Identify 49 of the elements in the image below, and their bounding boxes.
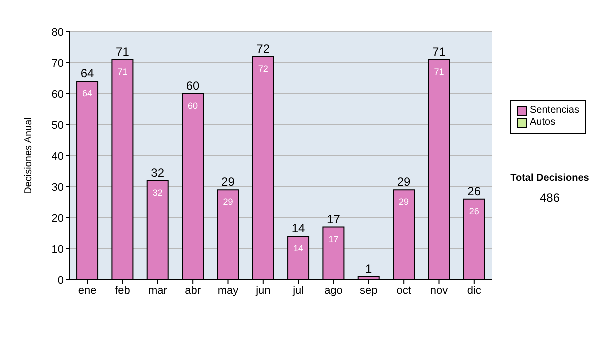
total-label: 29 <box>222 175 236 190</box>
y-axis-title: Decisiones Anual <box>24 118 35 194</box>
x-tick-label: ene <box>78 284 97 297</box>
total-label: 14 <box>292 222 306 236</box>
y-tick-label: 20 <box>52 212 64 225</box>
total-label: 71 <box>432 44 446 59</box>
legend-label: Autos <box>530 117 556 129</box>
total-label: 1 <box>366 262 373 276</box>
data-label: 32 <box>152 188 163 198</box>
total-label: 32 <box>151 166 165 180</box>
data-label: 60 <box>188 101 198 111</box>
y-tick-label: 70 <box>52 58 64 70</box>
data-label: 64 <box>82 88 93 99</box>
total-label: 17 <box>327 212 341 226</box>
total-label: 60 <box>186 79 200 93</box>
y-tick-label: 80 <box>52 26 64 39</box>
x-tick-label: jun <box>255 284 271 297</box>
data-label: 29 <box>223 197 234 208</box>
x-tick-label: jul <box>292 284 304 297</box>
x-tick-label: abr <box>185 284 202 297</box>
data-label: 14 <box>294 244 304 254</box>
data-label: 71 <box>118 66 128 77</box>
legend-label: Sentencias <box>530 105 580 117</box>
text: Total Decisiones <box>510 173 590 184</box>
data-label: 71 <box>434 66 444 77</box>
y-tick-label: 40 <box>52 150 64 163</box>
y-tick-label: 10 <box>52 244 64 256</box>
data-label: 26 <box>469 206 480 216</box>
x-tick-label: nov <box>430 284 449 297</box>
x-tick-label: feb <box>115 284 130 297</box>
x-tick-label: sep <box>360 284 378 297</box>
x-tick-label: dic <box>467 284 482 297</box>
x-tick-label: mar <box>148 284 168 297</box>
total-label: 29 <box>397 175 412 190</box>
x-tick-label: ago <box>324 284 343 297</box>
total-label: 72 <box>256 42 270 56</box>
total-label: 26 <box>468 184 482 198</box>
y-tick-label: 0 <box>58 274 64 287</box>
y-tick-label: 50 <box>52 120 64 132</box>
data-label: 29 <box>399 197 410 208</box>
y-tick-label: 60 <box>52 88 64 101</box>
y-tick-label: 30 <box>52 182 64 194</box>
x-tick-label: may <box>218 284 240 297</box>
data-label: 72 <box>258 64 268 74</box>
text: 486 <box>538 191 562 205</box>
x-tick-label: oct <box>396 284 412 297</box>
total-label: 64 <box>80 66 95 81</box>
total-label: 71 <box>116 44 130 59</box>
data-label: 17 <box>328 234 339 244</box>
